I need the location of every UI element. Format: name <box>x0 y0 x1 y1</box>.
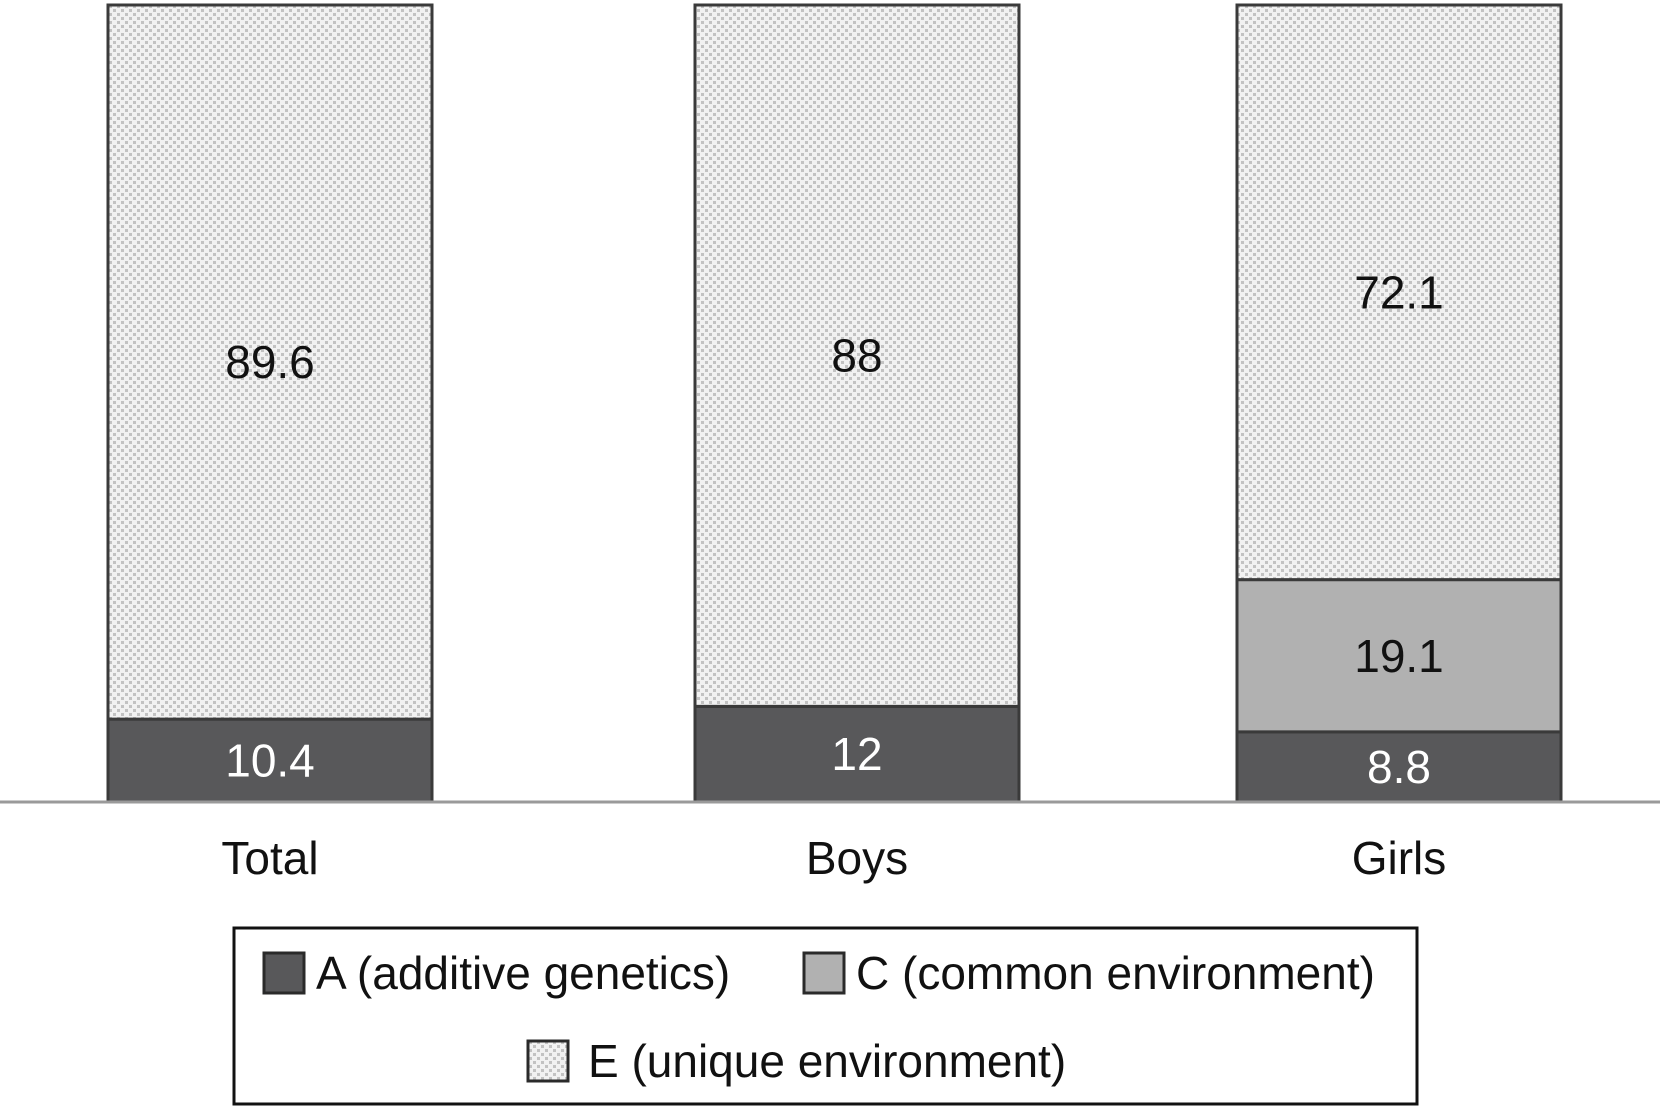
category-label-boys: Boys <box>806 832 908 884</box>
data-label-c-girls: 19.1 <box>1354 630 1444 682</box>
data-label-e-girls: 72.1 <box>1354 266 1444 318</box>
legend-swatch-c <box>802 951 846 995</box>
legend-swatch-a <box>262 951 306 995</box>
category-label-total: Total <box>221 832 318 884</box>
bar-segment-e-total <box>106 3 434 721</box>
legend: A (additive genetics) C (common environme… <box>232 926 1419 1106</box>
data-label-e-total: 89.6 <box>225 336 315 388</box>
bar-segment-a-total <box>106 717 434 804</box>
data-label-e-boys: 88 <box>831 330 882 382</box>
data-label-a-girls: 8.8 <box>1367 741 1431 793</box>
data-label-a-boys: 12 <box>831 728 882 780</box>
bar-segment-e-girls <box>1235 3 1563 582</box>
data-label-a-total: 10.4 <box>225 735 315 787</box>
legend-label-c: C (common environment) <box>856 947 1375 999</box>
bars-layer: 10.4 89.6 12 88 8.8 19.1 72.1 <box>106 3 1563 804</box>
category-labels: Total Boys Girls <box>221 832 1446 884</box>
legend-label-a: A (additive genetics) <box>316 947 730 999</box>
bar-segment-c-girls <box>1235 578 1563 734</box>
legend-swatch-e <box>526 1039 570 1083</box>
category-label-girls: Girls <box>1352 832 1447 884</box>
legend-label-e: E (unique environment) <box>588 1035 1066 1087</box>
bar-segment-e-boys <box>693 3 1021 708</box>
